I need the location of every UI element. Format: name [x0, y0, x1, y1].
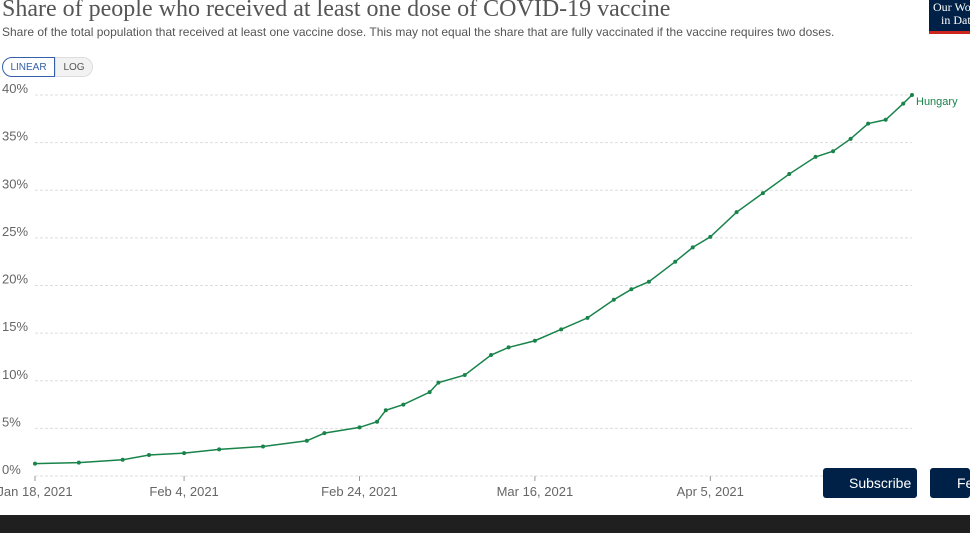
log-button[interactable]: LOG [55, 57, 93, 77]
y-tick-label: 20% [2, 272, 28, 287]
point [375, 419, 380, 424]
linear-button[interactable]: LINEAR [2, 57, 55, 77]
x-tick-label: Apr 5, 2021 [677, 484, 744, 499]
point [120, 457, 125, 462]
logo-line: in Data [941, 13, 970, 27]
y-tick-label: 25% [2, 224, 28, 239]
point [383, 408, 388, 413]
line [34, 94, 913, 465]
point [261, 444, 266, 449]
logo[interactable]: Our Worldin Data [929, 0, 970, 34]
point [401, 402, 406, 407]
point [866, 121, 871, 126]
point [559, 327, 564, 332]
point [787, 172, 792, 177]
point [690, 245, 695, 250]
subscribe-button[interactable]: Subscribe [823, 468, 917, 498]
chart-subtitle: Share of the total population that recei… [2, 25, 835, 39]
chart: 0% 5% 10% 15% 20% 25% 30% 35% 40% Jan 18, 2021 Feb… [0, 81, 958, 499]
point [217, 447, 222, 452]
chart-title: Share of people who received at least on… [2, 0, 671, 22]
point [182, 451, 187, 456]
point [910, 93, 914, 97]
point [462, 373, 467, 378]
point [357, 425, 362, 430]
point [901, 101, 906, 106]
point [708, 234, 713, 239]
x-tick-label: Mar 16, 2021 [497, 484, 574, 499]
point [585, 315, 590, 320]
y-tick-label: 5% [2, 414, 21, 429]
point [76, 460, 81, 465]
point [427, 390, 432, 395]
point [532, 338, 537, 343]
point [436, 380, 441, 385]
y-tick-label: 0% [2, 462, 21, 477]
point [489, 353, 494, 358]
y-tick-label: 30% [2, 176, 28, 191]
point [883, 117, 888, 122]
point [831, 149, 836, 154]
y-tick-label: 15% [2, 319, 28, 334]
point [734, 210, 739, 215]
taskbar [0, 515, 970, 533]
y-tick-label: 35% [2, 129, 28, 144]
point [147, 453, 152, 458]
point [813, 154, 818, 159]
point [646, 279, 651, 284]
point [760, 191, 765, 196]
point [322, 431, 327, 436]
point [506, 345, 511, 350]
y-tick-label: 10% [2, 367, 28, 382]
series-label: Hungary [916, 96, 958, 108]
point [673, 259, 678, 264]
point [848, 136, 853, 141]
x-tick-label: Jan 18, 2021 [0, 484, 73, 499]
feedback-button[interactable]: Feedback [930, 468, 970, 498]
y-tick-label: 40% [2, 81, 28, 96]
point [629, 287, 634, 292]
point [611, 297, 616, 302]
logo-line: Our World [933, 0, 970, 14]
point [304, 438, 309, 443]
x-tick-label: Feb 4, 2021 [149, 484, 218, 499]
point [33, 461, 37, 466]
x-tick-label: Feb 24, 2021 [321, 484, 398, 499]
